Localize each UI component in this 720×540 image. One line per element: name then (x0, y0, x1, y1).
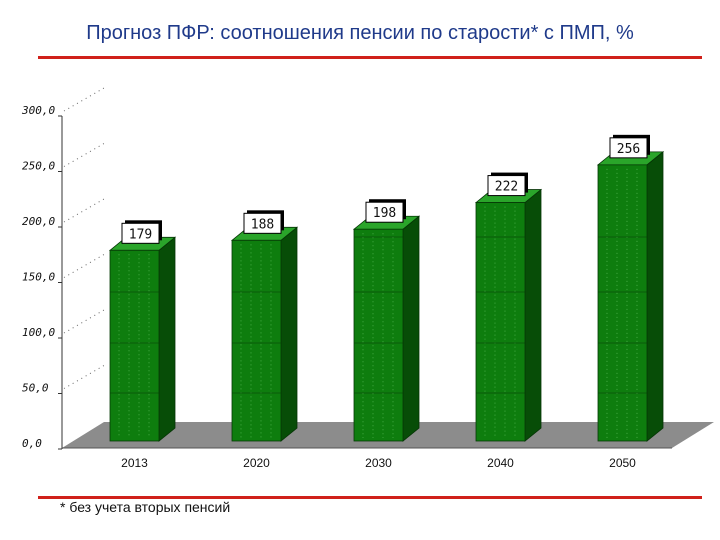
bar-side (402, 215, 420, 442)
data-label-box (121, 222, 160, 244)
data-label: 188 (251, 217, 274, 232)
bottom-divider (38, 496, 702, 499)
bar-side (646, 150, 664, 442)
gridline (63, 87, 105, 112)
y-tick-label: 100,0 (22, 326, 55, 339)
x-tick-label: 2013 (121, 456, 148, 470)
y-tick-label: 250,0 (22, 160, 55, 173)
x-tick-label: 2050 (609, 456, 636, 470)
data-label: 222 (495, 180, 518, 195)
x-tick-label: 2020 (243, 456, 270, 470)
data-label-box (609, 137, 648, 159)
gridline (63, 309, 105, 334)
bar (353, 228, 404, 442)
data-label: 179 (129, 227, 152, 242)
footnote: * без учета вторых пенсий (60, 499, 231, 515)
y-tick-label: 200,0 (22, 215, 55, 228)
y-tick-label: 150,0 (22, 271, 55, 284)
bar (475, 202, 526, 442)
data-label-box (243, 212, 282, 234)
data-label: 256 (617, 142, 640, 157)
y-tick-label: 0,0 (22, 437, 42, 450)
gridline (63, 254, 105, 278)
bar (109, 249, 160, 442)
x-tick-label: 2040 (487, 456, 514, 470)
bar (597, 164, 648, 442)
chart-title: Прогноз ПФР: соотношения пенсии по старо… (86, 22, 634, 44)
bar (231, 239, 282, 442)
x-tick-label: 2030 (365, 456, 392, 470)
gridline (63, 143, 105, 167)
bar-side (280, 226, 298, 442)
gridline (63, 198, 105, 223)
y-tick-label: 50,0 (22, 382, 49, 395)
bar-side (524, 188, 542, 442)
gridline (63, 365, 105, 389)
bar-side (158, 236, 176, 442)
data-label-box (365, 201, 404, 223)
data-label: 198 (373, 206, 396, 221)
y-tick-label: 300,0 (21, 104, 55, 117)
data-label-box (487, 175, 526, 197)
top-divider (38, 56, 702, 59)
